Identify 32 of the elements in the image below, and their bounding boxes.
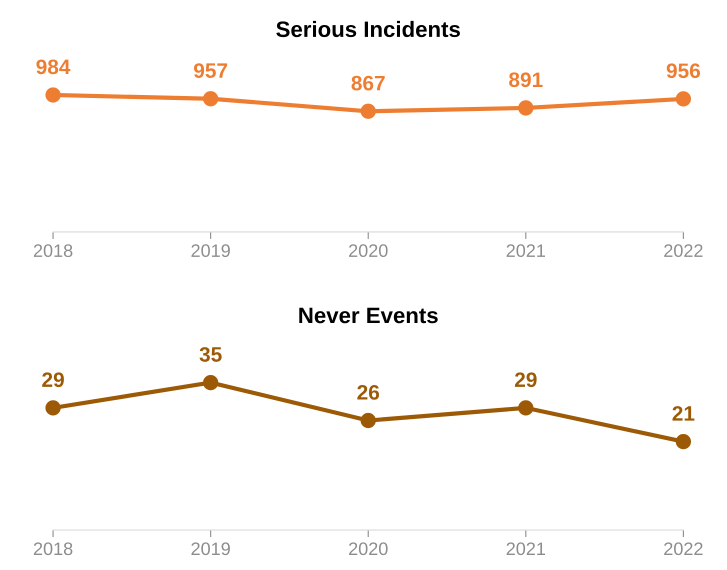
data-label: 891 [509,72,543,88]
point [203,374,218,390]
data-label: 21 [672,406,694,421]
x-tick-label: 2019 [191,244,230,258]
x-tick-label: 2021 [506,542,546,556]
x-tick-label: 2018 [34,244,72,258]
point [45,87,61,103]
x-tick-label: 2022 [664,542,703,556]
x-tick-label: 2021 [506,244,546,258]
point [676,434,692,450]
chart-title: Never Events [299,308,438,324]
point [360,104,376,119]
data-label: 29 [42,372,64,388]
point [518,400,534,416]
data-label: 26 [357,384,380,400]
x-tick-label: 2022 [664,244,703,258]
data-label: 867 [352,76,385,90]
point [203,91,218,106]
x-tick-label: 2020 [349,542,388,556]
data-label: 957 [194,63,228,78]
point [518,100,534,116]
x-tick-label: 2020 [349,244,388,258]
x-tick-label: 2018 [34,542,72,556]
chart-title: Serious Incidents [276,20,460,38]
x-tick-label: 2019 [191,542,230,556]
data-label: 956 [666,63,700,78]
data-label: 35 [200,347,222,362]
point [676,91,692,107]
point [360,412,376,428]
point [45,400,61,416]
data-label: 984 [36,59,70,74]
data-label: 29 [514,372,537,388]
